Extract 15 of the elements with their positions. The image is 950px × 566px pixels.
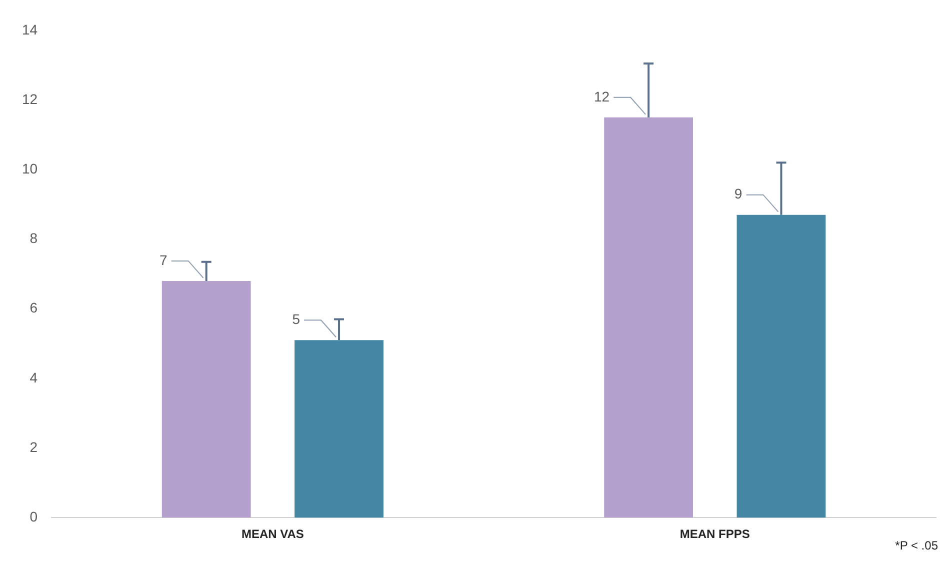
text: *P < .05	[895, 538, 938, 552]
y-tick-label: 4	[30, 369, 38, 386]
data-label: 9	[734, 186, 742, 202]
y-tick-label: 2	[30, 438, 38, 455]
y-tick-label: 14	[22, 21, 38, 38]
y-tick-label: 0	[30, 508, 38, 524]
y-tick-label: 12	[22, 90, 38, 107]
y-tick-label: 6	[30, 300, 38, 316]
data-label: 7	[160, 252, 168, 268]
y-tick-label: 10	[22, 160, 38, 176]
y-tick-label: 8	[30, 230, 38, 246]
data-label: 5	[292, 310, 300, 327]
x-tick-label: MEAN VAS	[241, 527, 304, 542]
data-label: 12	[594, 88, 610, 104]
x-tick-label: MEAN FPPS	[680, 527, 750, 542]
